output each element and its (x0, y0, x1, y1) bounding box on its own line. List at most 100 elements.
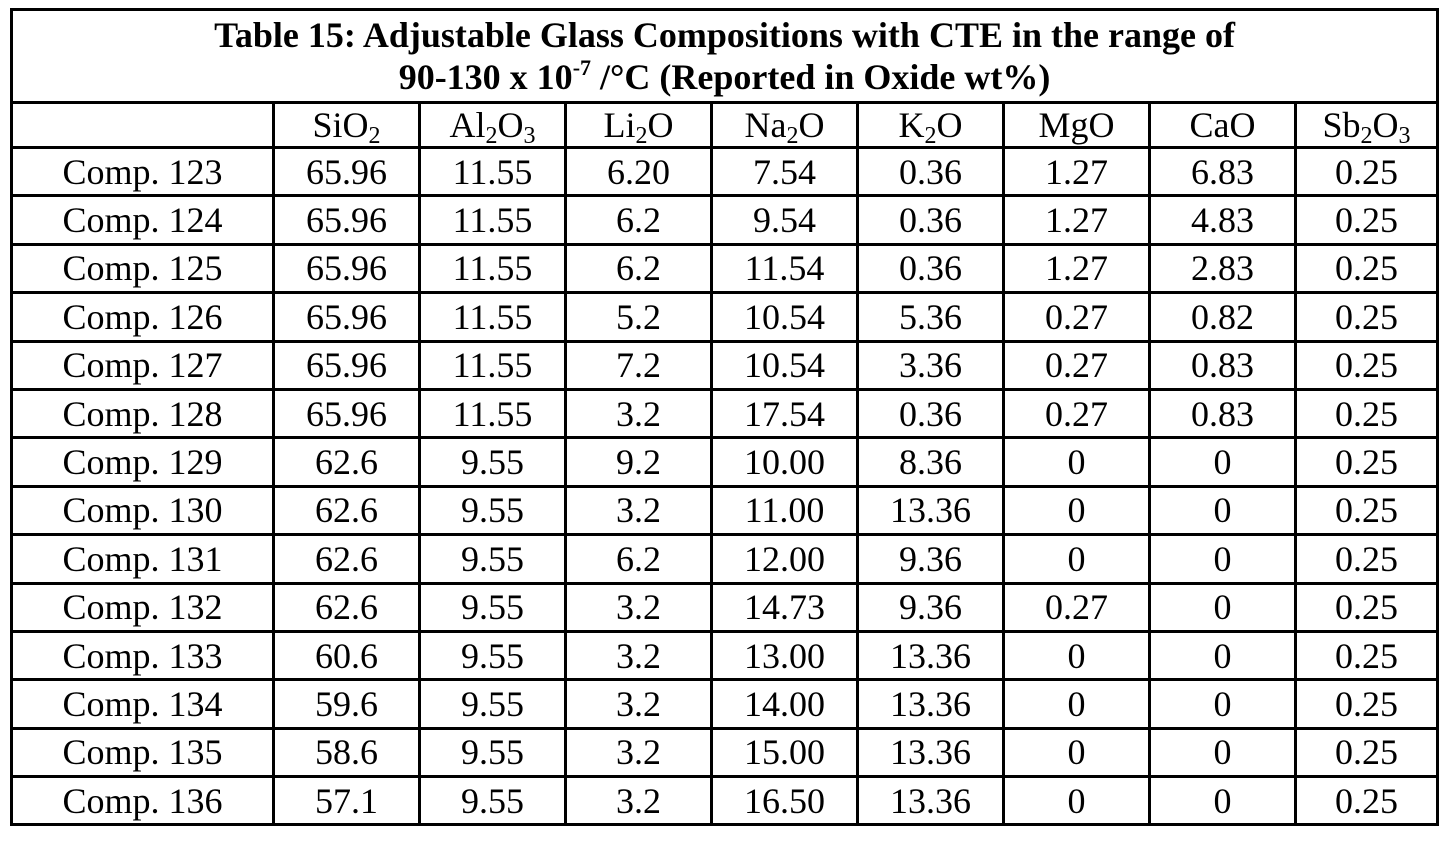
table-cell: 0.25 (1296, 148, 1438, 196)
table-row: Comp. 13162.69.556.212.009.36000.25 (12, 535, 1438, 583)
table-cell: 0 (1150, 680, 1296, 728)
row-label: Comp. 136 (12, 777, 274, 825)
table-cell: 11.00 (712, 486, 858, 534)
column-header: Li2O (566, 103, 712, 148)
table-cell: 65.96 (274, 293, 420, 341)
table-cell: 9.55 (420, 631, 566, 679)
table-cell: 14.73 (712, 583, 858, 631)
table-cell: 9.2 (566, 438, 712, 486)
table-cell: 0.25 (1296, 631, 1438, 679)
table-cell: 4.83 (1150, 196, 1296, 244)
table-cell: 0.25 (1296, 777, 1438, 825)
table-cell: 0.36 (858, 244, 1004, 292)
table-cell: 0.25 (1296, 728, 1438, 776)
table-cell: 6.2 (566, 244, 712, 292)
table-cell: 59.6 (274, 680, 420, 728)
title-exponent: -7 (573, 55, 591, 80)
table-cell: 3.2 (566, 680, 712, 728)
table-cell: 65.96 (274, 244, 420, 292)
table-cell: 62.6 (274, 486, 420, 534)
formula-text: Al (450, 105, 486, 145)
formula-subscript: 2 (786, 123, 798, 148)
table-cell: 15.00 (712, 728, 858, 776)
table-cell: 0.82 (1150, 293, 1296, 341)
formula-text: O (1373, 105, 1399, 145)
table-row: Comp. 13459.69.553.214.0013.36000.25 (12, 680, 1438, 728)
table-cell: 62.6 (274, 535, 420, 583)
table-cell: 65.96 (274, 341, 420, 389)
table-cell: 12.00 (712, 535, 858, 583)
table-row: Comp. 12665.9611.555.210.545.360.270.820… (12, 293, 1438, 341)
table-cell: 0 (1004, 680, 1150, 728)
table-cell: 2.83 (1150, 244, 1296, 292)
column-header: Na2O (712, 103, 858, 148)
formula-text: O (937, 105, 963, 145)
table-cell: 6.83 (1150, 148, 1296, 196)
table-cell: 11.55 (420, 196, 566, 244)
table-cell: 6.2 (566, 535, 712, 583)
corner-cell (12, 103, 274, 148)
column-header-row: SiO2Al2O3Li2ONa2OK2OMgOCaOSb2O3 (12, 103, 1438, 148)
table-cell: 0.25 (1296, 438, 1438, 486)
table-row: Comp. 13657.19.553.216.5013.36000.25 (12, 777, 1438, 825)
table-cell: 0.25 (1296, 486, 1438, 534)
table-cell: 13.36 (858, 680, 1004, 728)
table-cell: 0 (1004, 728, 1150, 776)
table-cell: 0 (1150, 438, 1296, 486)
column-header: Sb2O3 (1296, 103, 1438, 148)
table-cell: 0.27 (1004, 341, 1150, 389)
table-cell: 9.55 (420, 535, 566, 583)
column-header: SiO2 (274, 103, 420, 148)
formula-text: Sb (1323, 105, 1361, 145)
table-cell: 65.96 (274, 196, 420, 244)
title-line-2-suffix: /°C (Reported in Oxide wt%) (591, 57, 1050, 97)
row-label: Comp. 125 (12, 244, 274, 292)
table-cell: 0.83 (1150, 389, 1296, 437)
column-header: CaO (1150, 103, 1296, 148)
table-title-line-1: Table 15: Adjustable Glass Compositions … (13, 14, 1436, 56)
table-cell: 62.6 (274, 438, 420, 486)
row-label: Comp. 126 (12, 293, 274, 341)
table-cell: 9.55 (420, 777, 566, 825)
table-cell: 10.54 (712, 293, 858, 341)
table-cell: 0 (1004, 486, 1150, 534)
table-row: Comp. 12765.9611.557.210.543.360.270.830… (12, 341, 1438, 389)
table-cell: 0.25 (1296, 535, 1438, 583)
table-cell: 0.25 (1296, 341, 1438, 389)
table-cell: 11.54 (712, 244, 858, 292)
formula-text: Si (312, 105, 342, 145)
table-cell: 13.36 (858, 777, 1004, 825)
table-cell: 11.55 (420, 389, 566, 437)
table-cell: 11.55 (420, 244, 566, 292)
table-cell: 0.36 (858, 148, 1004, 196)
table-cell: 0.27 (1004, 293, 1150, 341)
table-cell: 1.27 (1004, 148, 1150, 196)
table-cell: 13.36 (858, 486, 1004, 534)
row-label: Comp. 130 (12, 486, 274, 534)
table-cell: 0.25 (1296, 583, 1438, 631)
row-label: Comp. 128 (12, 389, 274, 437)
formula-subscript: 3 (1399, 123, 1411, 148)
table-cell: 13.36 (858, 728, 1004, 776)
table-row: Comp. 13262.69.553.214.739.360.2700.25 (12, 583, 1438, 631)
table-cell: 60.6 (274, 631, 420, 679)
table-cell: 9.36 (858, 535, 1004, 583)
table-cell: 3.2 (566, 728, 712, 776)
table-cell: 0.27 (1004, 389, 1150, 437)
row-label: Comp. 124 (12, 196, 274, 244)
table-cell: 14.00 (712, 680, 858, 728)
table-cell: 0.25 (1296, 196, 1438, 244)
table-cell: 57.1 (274, 777, 420, 825)
table-cell: 0.25 (1296, 293, 1438, 341)
formula-subscript: 2 (486, 123, 498, 148)
table-cell: 9.55 (420, 728, 566, 776)
table-row: Comp. 12465.9611.556.29.540.361.274.830.… (12, 196, 1438, 244)
table-cell: 10.54 (712, 341, 858, 389)
table-cell: 3.2 (566, 631, 712, 679)
table-cell: 13.00 (712, 631, 858, 679)
table-cell: 9.55 (420, 486, 566, 534)
table-cell: 3.2 (566, 777, 712, 825)
formula-text: O (798, 105, 824, 145)
table-row: Comp. 13558.69.553.215.0013.36000.25 (12, 728, 1438, 776)
row-label: Comp. 127 (12, 341, 274, 389)
